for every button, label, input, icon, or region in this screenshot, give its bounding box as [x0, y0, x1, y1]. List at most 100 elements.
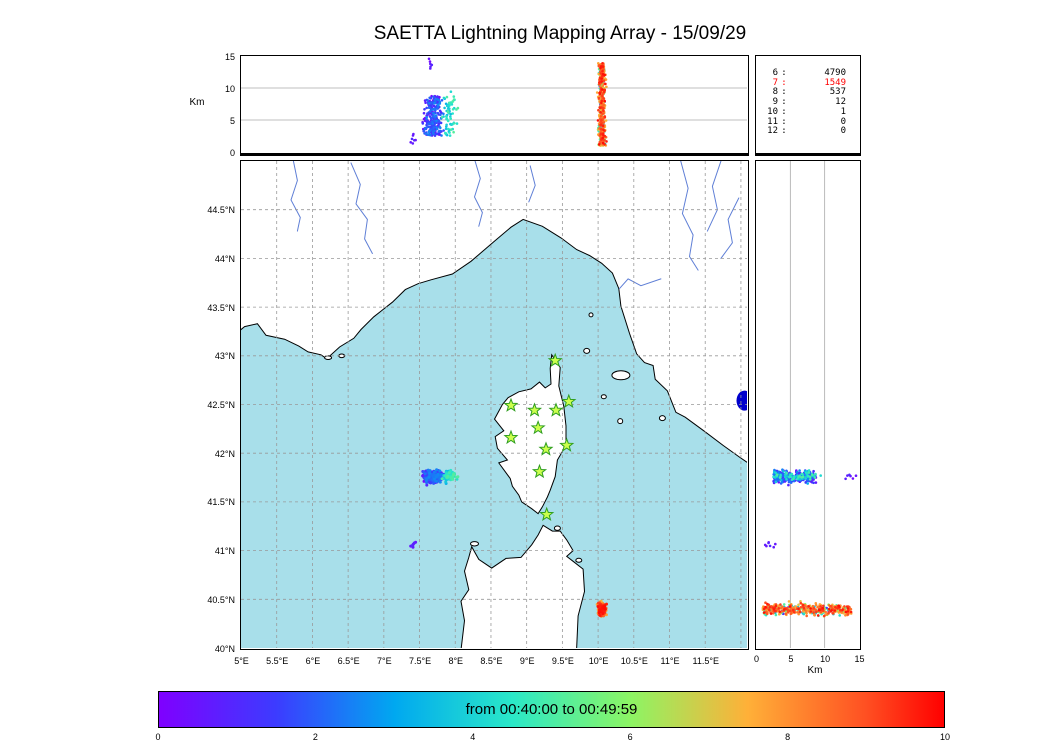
lightning-source-point — [796, 611, 800, 614]
lightning-source-point — [599, 66, 602, 70]
count-value: 1 — [840, 106, 846, 117]
lightning-source-point — [410, 544, 414, 548]
lightning-source-point — [425, 115, 428, 119]
lon-tick-label: 8.5°E — [480, 656, 503, 666]
lightning-source-point — [427, 125, 431, 128]
count-row-12: 12: 0 — [764, 127, 854, 137]
lightning-source-point — [428, 471, 431, 475]
lightning-source-point — [806, 482, 809, 485]
lightning-source-point — [812, 606, 816, 610]
lightning-source-point — [838, 614, 841, 617]
lightning-source-point — [840, 611, 843, 614]
lightning-source-point — [804, 471, 808, 475]
lightning-source-point — [598, 91, 601, 95]
geographic-map — [241, 161, 747, 648]
lightning-source-point — [603, 138, 606, 142]
lightning-source-point — [807, 605, 810, 608]
lightning-source-point — [425, 483, 429, 487]
lightning-source-point — [442, 96, 446, 100]
count-value: 537 — [829, 87, 846, 98]
right-xtick-label: 5 — [788, 654, 794, 664]
lat-tick-label: 44°N — [214, 253, 235, 264]
lightning-source-point — [805, 610, 808, 613]
lightning-source-point — [445, 123, 448, 127]
lightning-source-point — [438, 129, 441, 133]
lightning-source-point — [438, 480, 442, 484]
small-island — [583, 347, 591, 354]
lon-tick-label: 11°E — [660, 656, 680, 666]
lightning-source-point — [448, 107, 451, 110]
colon: : — [781, 68, 787, 78]
lightning-source-point — [432, 126, 436, 129]
lightning-source-point — [817, 608, 821, 611]
lightning-source-point — [602, 134, 605, 137]
lightning-source-point — [456, 475, 460, 479]
lightning-source-point — [797, 603, 800, 607]
lightning-source-point — [804, 477, 807, 480]
count-row-9: 9: 12 — [764, 97, 854, 108]
lightning-source-point — [446, 474, 450, 478]
small-island — [611, 370, 631, 381]
lightning-source-point — [814, 472, 817, 476]
lightning-source-point — [813, 476, 817, 479]
lightning-source-point — [597, 72, 600, 76]
lightning-source-point — [597, 96, 601, 100]
lightning-source-point — [811, 473, 814, 477]
lightning-source-point — [600, 121, 604, 124]
lightning-source-point — [837, 611, 841, 614]
lightning-source-point — [819, 605, 822, 608]
small-island — [658, 415, 666, 422]
lat-tick-label: 41°N — [214, 546, 235, 557]
lightning-source-point — [432, 481, 436, 485]
small-island — [588, 312, 594, 318]
lightning-source-point — [601, 141, 605, 145]
lightning-source-point — [766, 602, 769, 606]
lightning-source-point — [597, 611, 601, 615]
lightning-source-point — [774, 613, 778, 617]
lightning-source-point — [433, 107, 436, 111]
lightning-source-point — [827, 611, 830, 614]
lightning-source-point — [775, 473, 779, 477]
lightning-source-point — [791, 608, 795, 612]
lightning-source-point — [800, 472, 804, 476]
lightning-source-point — [605, 140, 608, 143]
lightning-source-point — [444, 127, 448, 131]
lightning-source-point — [809, 610, 813, 613]
lightning-source-point — [427, 475, 431, 479]
lightning-source-point — [851, 477, 855, 480]
lightning-source-point — [602, 106, 605, 110]
lightning-source-point — [844, 477, 847, 481]
lightning-source-point — [448, 131, 451, 134]
lightning-source-point — [774, 604, 778, 608]
lightning-source-point — [784, 612, 788, 616]
lightning-source-point — [846, 607, 850, 610]
lightning-source-point — [446, 110, 450, 113]
lightning-source-point — [429, 65, 432, 69]
lightning-source-point — [809, 475, 812, 479]
lightning-source-point — [437, 123, 440, 126]
lightning-source-point — [433, 102, 436, 105]
lightning-source-point — [787, 600, 791, 603]
lightning-source-point — [452, 95, 456, 98]
lon-tick-label: 8°E — [448, 656, 464, 666]
lightning-source-point — [428, 96, 431, 100]
lightning-source-point — [778, 610, 781, 614]
lightning-source-point — [774, 480, 778, 484]
lightning-source-point — [768, 608, 771, 612]
lightning-source-point — [798, 610, 802, 614]
lightning-source-point — [440, 115, 444, 119]
lightning-source-point — [435, 119, 438, 123]
lightning-source-point — [814, 481, 818, 484]
lightning-source-point — [833, 609, 837, 612]
time-colorbar: from 00:40:00 to 00:49:59 — [158, 691, 945, 728]
lightning-source-point — [440, 134, 443, 137]
lightning-source-point — [421, 122, 425, 125]
lightning-source-point — [427, 57, 431, 61]
colon: : — [781, 97, 787, 108]
lightning-source-point — [603, 99, 606, 103]
lightning-source-point — [814, 608, 817, 611]
lightning-source-point — [424, 101, 427, 104]
lightning-source-point — [435, 97, 438, 101]
lma-station-star — [531, 463, 548, 479]
lightning-source-point — [597, 108, 600, 112]
